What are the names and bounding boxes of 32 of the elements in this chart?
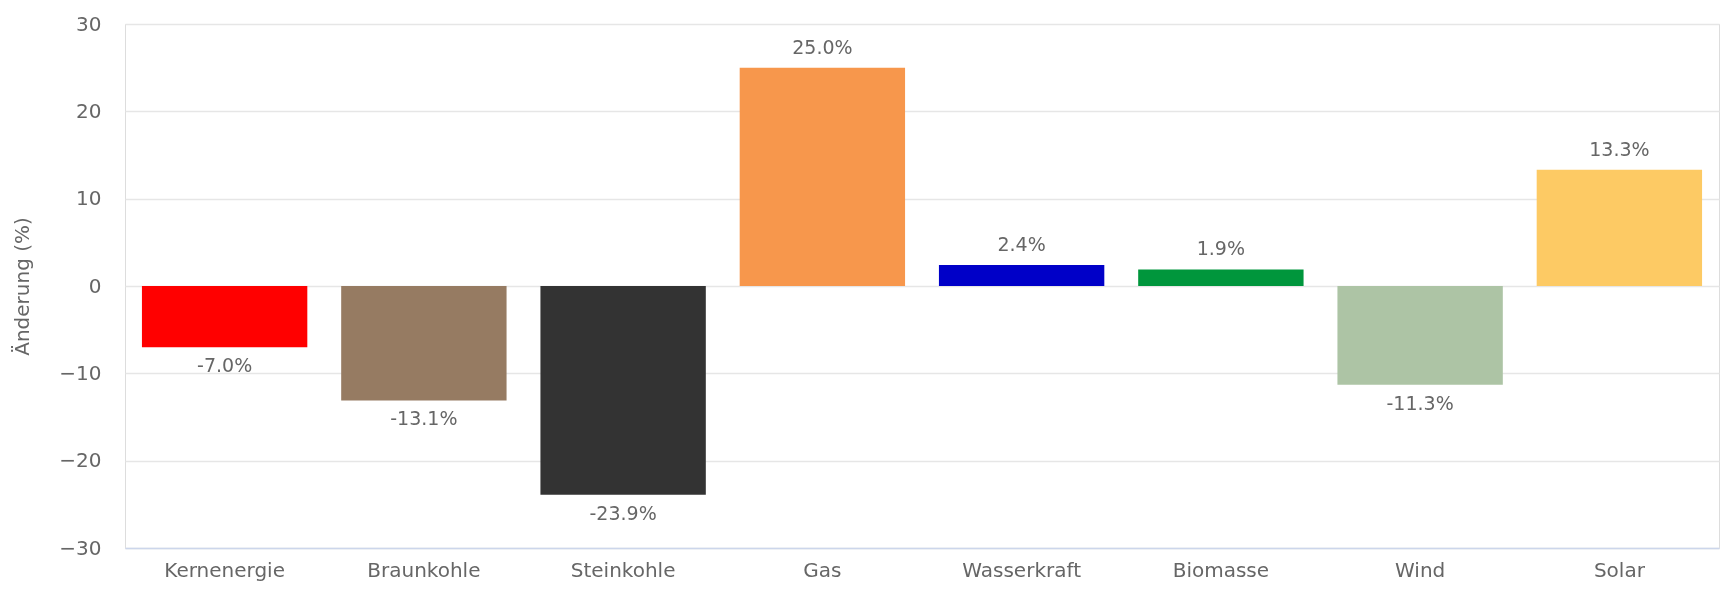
bar [141,286,308,348]
y-tick-label: 10 [76,186,102,211]
x-tick-label: Wind [1394,557,1446,582]
data-label: -13.1% [390,407,458,430]
x-tick-label: Wasserkraft [962,557,1082,582]
y-tick-label: 20 [76,98,102,123]
data-label: -11.3% [1386,391,1454,414]
bar [1536,169,1703,286]
bar [1138,269,1304,286]
x-tick-label: Solar [1593,557,1646,582]
bar [739,67,906,286]
bar [1337,286,1503,385]
bar [341,286,507,401]
data-label: 13.3% [1589,137,1650,160]
x-tick-label: Biomasse [1172,557,1270,582]
bar [540,286,706,495]
x-tick-label: Gas [803,557,842,582]
x-tick-label: Kernenergie [164,557,285,582]
y-axis-title: Änderung (%) [10,217,35,356]
data-label: -7.0% [197,354,253,377]
data-label: -23.9% [589,501,657,524]
data-label: 2.4% [997,233,1046,256]
y-tick-label: −30 [59,535,102,560]
data-label: 1.9% [1196,237,1246,260]
bar [938,265,1105,286]
x-tick-label: Steinkohle [570,557,676,582]
y-tick-label: 0 [88,273,102,298]
y-tick-label: −10 [59,360,102,385]
data-label: 25.0% [792,35,853,58]
y-tick-label: 30 [76,11,102,36]
y-tick-label: −20 [59,448,102,473]
x-tick-label: Braunkohle [367,557,481,582]
